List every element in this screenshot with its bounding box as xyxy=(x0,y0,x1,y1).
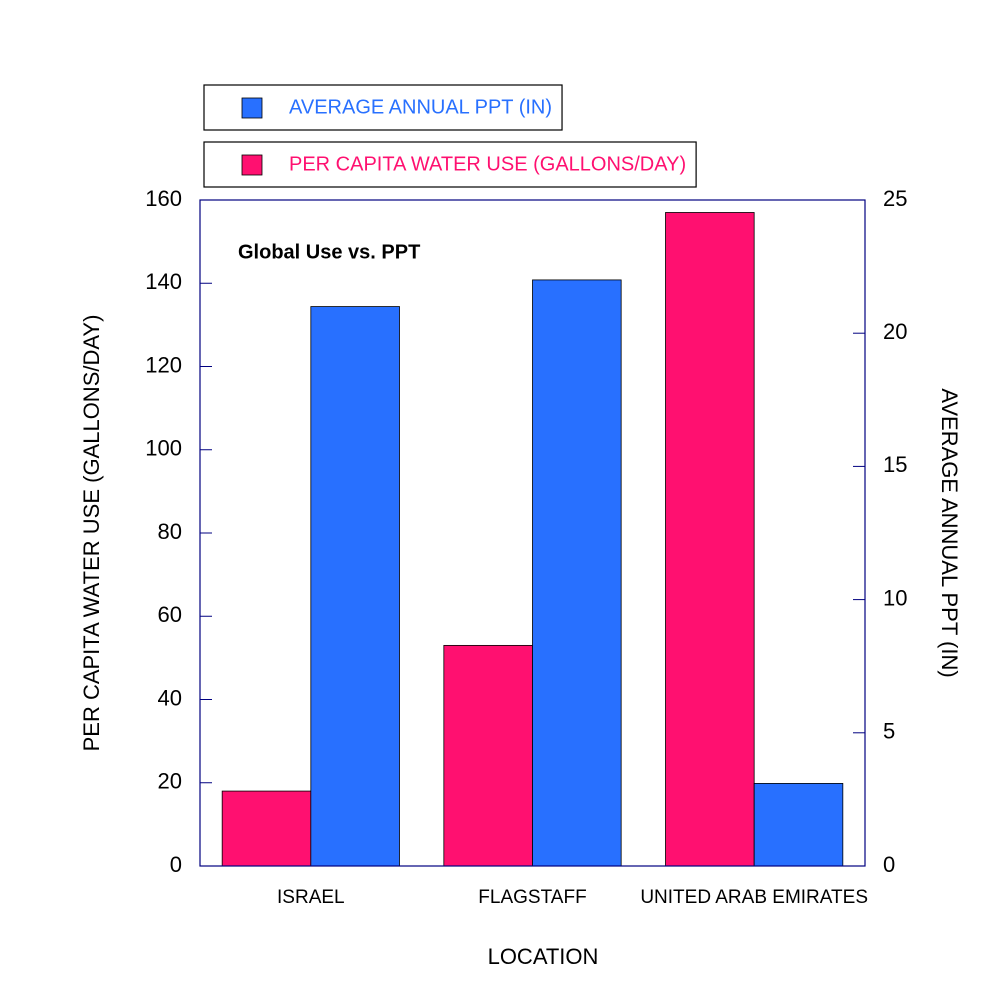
y2-tick-label: 20 xyxy=(883,319,907,344)
x-tick-label: ISRAEL xyxy=(277,887,345,908)
y2-tick-label: 15 xyxy=(883,452,907,477)
legend-label: AVERAGE ANNUAL PPT (IN) xyxy=(289,96,552,118)
plot-frame xyxy=(199,199,866,867)
bar xyxy=(443,644,533,867)
y-tick-label: 20 xyxy=(158,769,182,794)
y2-tick-label: 5 xyxy=(883,719,895,744)
bar xyxy=(753,783,844,867)
bar xyxy=(221,790,312,867)
y-tick-label: 80 xyxy=(158,519,182,544)
legend-swatch xyxy=(241,97,263,119)
legend-box xyxy=(203,84,563,131)
x-axis-label: LOCATION xyxy=(488,944,599,969)
y2-tick-label: 25 xyxy=(883,186,907,211)
y-axis-label: PER CAPITA WATER USE (GALLONS/DAY) xyxy=(79,315,104,752)
bar xyxy=(665,212,755,867)
chart-title: Global Use vs. PPT xyxy=(238,241,420,263)
y2-tick-label: 10 xyxy=(883,585,907,610)
y-tick-label: 120 xyxy=(145,352,182,377)
x-tick-label: FLAGSTAFF xyxy=(478,887,586,908)
bar xyxy=(532,279,622,867)
y2-tick-label: 0 xyxy=(883,852,895,877)
y-tick-label: 100 xyxy=(145,436,182,461)
y-tick-label: 40 xyxy=(158,685,182,710)
bar xyxy=(310,306,400,867)
y-tick-label: 160 xyxy=(145,186,182,211)
y-tick-label: 60 xyxy=(158,602,182,627)
x-tick-label: UNITED ARAB EMIRATES xyxy=(640,887,868,908)
legend-swatch xyxy=(241,154,263,176)
legend-box xyxy=(203,141,697,188)
y-tick-label: 140 xyxy=(145,269,182,294)
y2-axis-label: AVERAGE ANNUAL PPT (IN) xyxy=(937,388,962,677)
y-tick-label: 0 xyxy=(170,852,182,877)
legend-label: PER CAPITA WATER USE (GALLONS/DAY) xyxy=(289,153,686,175)
